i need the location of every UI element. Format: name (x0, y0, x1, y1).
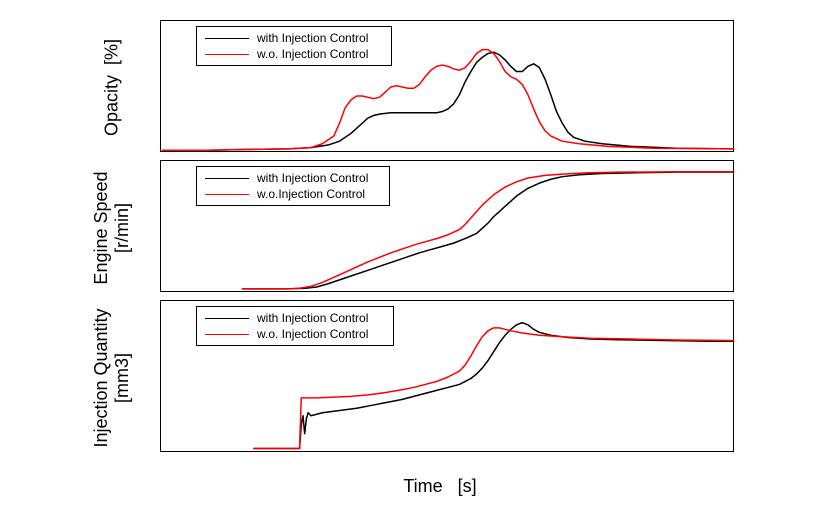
ylabel-engine-speed-line2: [r/min] (112, 148, 133, 308)
legend-engine-speed: with Injection Control w.o.Injection Cont… (196, 166, 390, 206)
legend-engine-speed-row-1: w.o.Injection Control (205, 186, 381, 202)
ylabel-engine-speed-line1: Engine Speed (91, 148, 112, 308)
legend-swatch (205, 318, 249, 319)
xlabel: Time [s] (403, 476, 476, 497)
legend-swatch (205, 194, 249, 195)
legend-swatch (205, 54, 249, 55)
legend-opacity: with Injection Control w.o. Injection Con… (196, 26, 392, 66)
ylabel-opacity: Opacity [%] (102, 18, 123, 158)
figure-root: Opacity [%] with Injection Control w.o. In… (0, 0, 838, 510)
legend-injection-quantity-row-1: w.o. Injection Control (205, 326, 385, 342)
legend-label: w.o. Injection Control (257, 327, 368, 341)
ylabel-engine-speed: Engine Speed[r/min] (91, 148, 133, 308)
legend-label: with Injection Control (257, 171, 368, 185)
legend-engine-speed-row-0: with Injection Control (205, 170, 381, 186)
legend-injection-quantity-row-0: with Injection Control (205, 310, 385, 326)
legend-swatch (205, 334, 249, 335)
ylabel-opacity-line1: Opacity [%] (102, 18, 123, 158)
legend-swatch (205, 178, 249, 179)
legend-label: with Injection Control (257, 311, 368, 325)
legend-label: w.o.Injection Control (257, 187, 365, 201)
legend-opacity-row-1: w.o. Injection Control (205, 46, 383, 62)
ylabel-injection-quantity-line2: [mm3] (112, 288, 133, 468)
ylabel-injection-quantity-line1: Injection Quantity (91, 288, 112, 468)
legend-label: with Injection Control (257, 31, 368, 45)
ylabel-injection-quantity: Injection Quantity[mm3] (91, 288, 133, 468)
legend-swatch (205, 38, 249, 39)
legend-injection-quantity: with Injection Control w.o. Injection Con… (196, 306, 394, 346)
legend-opacity-row-0: with Injection Control (205, 30, 383, 46)
legend-label: w.o. Injection Control (257, 47, 368, 61)
